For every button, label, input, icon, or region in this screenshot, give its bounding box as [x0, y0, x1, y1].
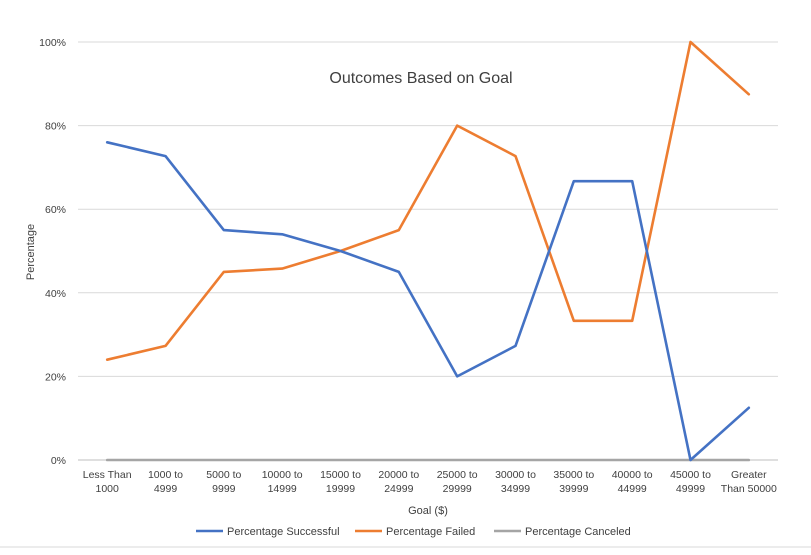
series-line-percentage-failed: [105, 40, 751, 362]
x-tick-label: 35000 to 39999: [553, 469, 594, 495]
x-tick-label: 5000 to 9999: [206, 469, 241, 495]
legend-label: Percentage Failed: [386, 526, 475, 538]
x-tick-label: 15000 to 19999: [320, 469, 361, 495]
x-tick-label: 10000 to 14999: [262, 469, 303, 495]
x-axis-tick-labels: Less Than 1000 1000 to 4999 5000 to 9999 10000…: [83, 469, 777, 495]
y-tick-label: 60%: [45, 204, 66, 216]
x-tick-label: 25000 to 29999: [437, 469, 478, 495]
x-tick-label: 40000 to 44999: [612, 469, 653, 495]
x-axis-title: Goal ($): [408, 505, 448, 517]
x-tick-label: Greater Than 50000: [721, 469, 777, 495]
y-tick-label: 100%: [39, 37, 66, 49]
y-tick-label: 80%: [45, 121, 66, 133]
x-tick-label: 30000 to 34999: [495, 469, 536, 495]
legend-label: Percentage Successful: [227, 526, 340, 538]
x-tick-label: 45000 to 49999: [670, 469, 711, 495]
y-axis-tick-labels: 0% 20% 40% 60% 80% 100%: [39, 37, 66, 467]
x-tick-label: 1000 to 4999: [148, 469, 183, 495]
legend-label: Percentage Canceled: [525, 526, 631, 538]
x-tick-label: 20000 to 24999: [378, 469, 419, 495]
y-tick-label: 0%: [51, 455, 66, 467]
legend: Percentage Successful Percentage Failed Pe…: [196, 526, 631, 538]
y-axis-title: Percentage: [25, 224, 37, 280]
y-tick-label: 20%: [45, 371, 66, 383]
y-tick-label: 40%: [45, 288, 66, 300]
chart-title: Outcomes Based on Goal: [329, 70, 512, 87]
series-line-percentage-successful: [105, 141, 751, 462]
series-lines: [105, 40, 751, 462]
x-tick-label: Less Than 1000: [83, 469, 132, 495]
